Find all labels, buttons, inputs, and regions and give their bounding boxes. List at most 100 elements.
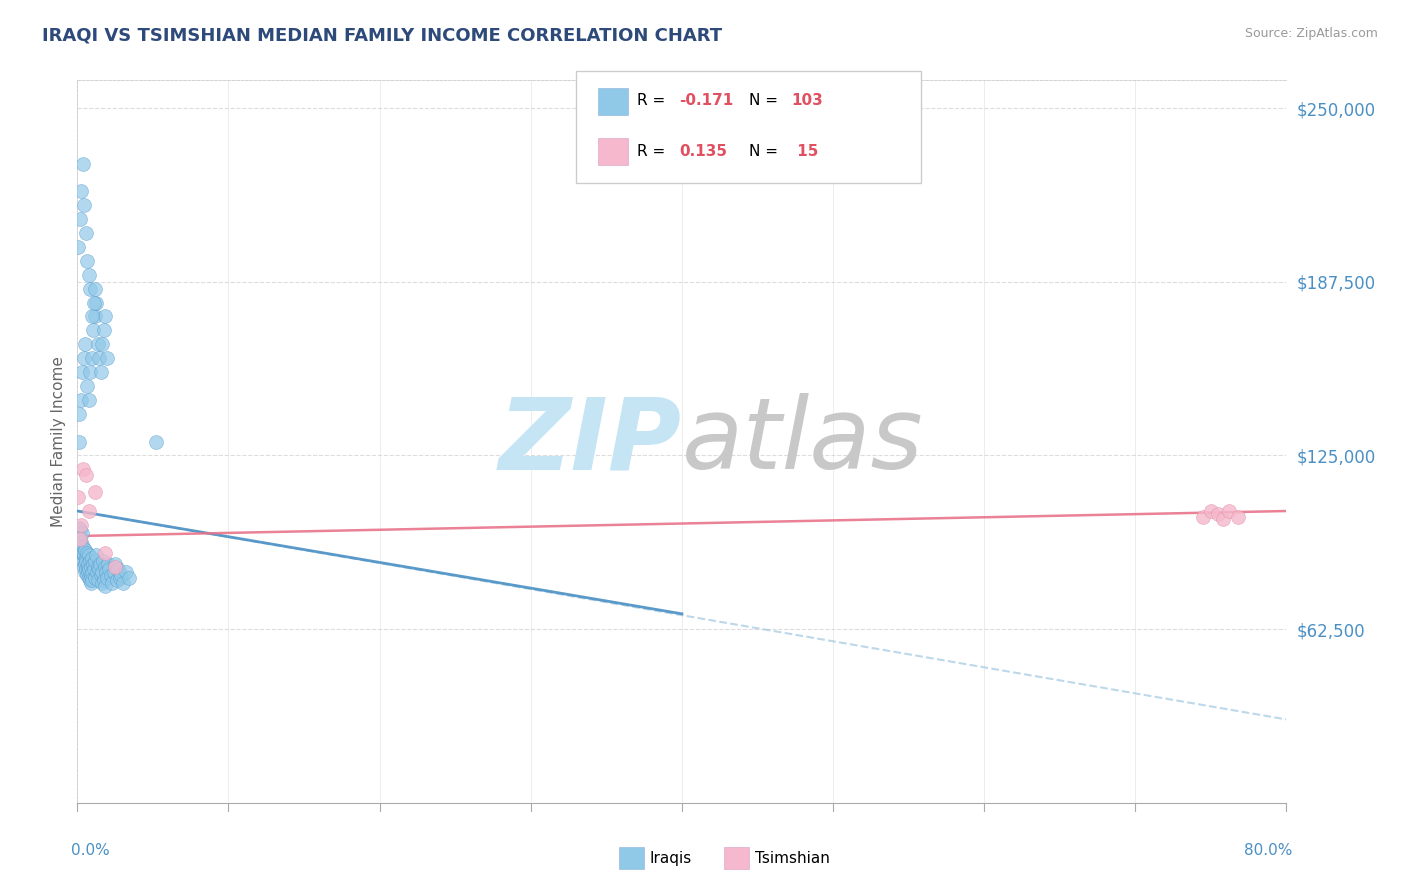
- Point: [75, 551, 97, 566]
- Point: [98, 562, 121, 576]
- Point: [72, 156, 94, 170]
- Point: [76, 568, 98, 582]
- Point: [110, 568, 132, 582]
- Y-axis label: Median Family Income: Median Family Income: [51, 356, 66, 527]
- Text: atlas: atlas: [682, 393, 924, 490]
- Point: [91, 554, 114, 568]
- Point: [70, 546, 93, 560]
- Point: [96, 351, 118, 366]
- Point: [94, 579, 117, 593]
- Point: [70, 517, 93, 532]
- Text: ZIP: ZIP: [499, 393, 682, 490]
- Point: [89, 562, 111, 576]
- Point: [73, 549, 96, 563]
- Point: [83, 562, 105, 576]
- Point: [67, 490, 90, 504]
- Point: [84, 549, 107, 563]
- Point: [72, 554, 94, 568]
- Point: [84, 484, 107, 499]
- Point: [69, 537, 91, 551]
- Text: N =: N =: [749, 145, 783, 159]
- Point: [76, 546, 98, 560]
- Point: [82, 574, 104, 588]
- Point: [93, 574, 115, 588]
- Point: [67, 521, 90, 535]
- Point: [72, 540, 94, 554]
- Point: [69, 542, 91, 557]
- Point: [1192, 509, 1215, 524]
- Point: [72, 365, 94, 379]
- Point: [103, 565, 125, 579]
- Point: [77, 565, 100, 579]
- Text: 0.0%: 0.0%: [72, 843, 110, 857]
- Point: [1212, 512, 1234, 526]
- Point: [1227, 509, 1250, 524]
- Text: Source: ZipAtlas.com: Source: ZipAtlas.com: [1244, 27, 1378, 40]
- Point: [83, 295, 105, 310]
- Text: 0.135: 0.135: [679, 145, 727, 159]
- Point: [76, 253, 98, 268]
- Point: [72, 462, 94, 476]
- Point: [111, 576, 134, 591]
- Point: [96, 571, 118, 585]
- Point: [86, 337, 108, 351]
- Point: [80, 310, 103, 324]
- Point: [118, 571, 141, 585]
- Point: [80, 551, 103, 566]
- Point: [86, 565, 108, 579]
- Point: [70, 534, 93, 549]
- Point: [75, 226, 97, 240]
- Point: [94, 310, 117, 324]
- Point: [73, 542, 96, 557]
- Point: [90, 568, 112, 582]
- Text: 80.0%: 80.0%: [1244, 843, 1292, 857]
- Point: [73, 559, 96, 574]
- Point: [70, 551, 93, 566]
- Point: [91, 565, 114, 579]
- Text: R =: R =: [637, 94, 671, 108]
- Point: [145, 434, 167, 449]
- Point: [79, 568, 101, 582]
- Point: [75, 554, 97, 568]
- Point: [114, 565, 136, 579]
- Point: [67, 434, 90, 449]
- Point: [77, 571, 100, 585]
- Point: [82, 565, 104, 579]
- Point: [93, 546, 115, 560]
- Point: [84, 282, 107, 296]
- Point: [83, 554, 105, 568]
- Point: [79, 365, 101, 379]
- Point: [77, 557, 100, 571]
- Point: [69, 540, 91, 554]
- Text: -0.171: -0.171: [679, 94, 734, 108]
- Point: [69, 532, 91, 546]
- Point: [77, 549, 100, 563]
- Point: [87, 574, 110, 588]
- Point: [79, 562, 101, 576]
- Point: [75, 557, 97, 571]
- Point: [84, 295, 107, 310]
- Point: [79, 574, 101, 588]
- Point: [75, 467, 97, 482]
- Point: [75, 562, 97, 576]
- Point: [79, 504, 101, 518]
- Point: [105, 574, 128, 588]
- Point: [77, 392, 100, 407]
- Point: [94, 565, 117, 579]
- Text: N =: N =: [749, 94, 783, 108]
- Point: [70, 526, 93, 541]
- Point: [79, 554, 101, 568]
- Text: Iraqis: Iraqis: [650, 851, 692, 865]
- Point: [67, 529, 90, 543]
- Point: [104, 557, 127, 571]
- Point: [1218, 504, 1240, 518]
- Point: [70, 185, 93, 199]
- Point: [87, 351, 110, 366]
- Point: [70, 392, 93, 407]
- Point: [73, 198, 96, 212]
- Point: [87, 559, 110, 574]
- Point: [69, 407, 91, 421]
- Point: [69, 212, 91, 227]
- Text: IRAQI VS TSIMSHIAN MEDIAN FAMILY INCOME CORRELATION CHART: IRAQI VS TSIMSHIAN MEDIAN FAMILY INCOME …: [42, 27, 723, 45]
- Point: [73, 565, 96, 579]
